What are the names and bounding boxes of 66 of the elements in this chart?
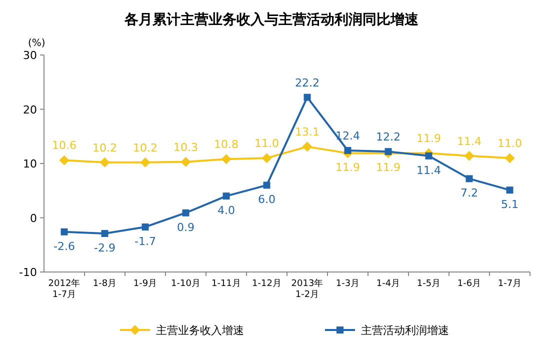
point — [101, 230, 108, 237]
chart-title: 各月累计主营业务收入与主营活动利润同比增速 — [124, 11, 420, 28]
data-label: 11.0 — [254, 137, 279, 150]
data-label: 5.1 — [501, 198, 518, 212]
x-tick-label: 2013年 1-2月 — [291, 278, 324, 300]
data-label: -2.9 — [94, 241, 116, 254]
data-label: 10.3 — [174, 140, 198, 154]
data-label: 11.9 — [416, 132, 441, 146]
y-tick-label: 10 — [23, 158, 37, 170]
point — [182, 209, 190, 216]
x-tick-label: 1-10月 — [171, 279, 200, 289]
data-label: 11.0 — [498, 137, 522, 150]
point — [384, 148, 392, 156]
data-label: 0.9 — [177, 220, 194, 234]
x-tick-label: 1-7月 — [498, 279, 522, 289]
data-label: 12.4 — [336, 129, 360, 142]
point — [263, 182, 270, 189]
point — [304, 94, 311, 101]
data-label: 11.9 — [336, 161, 360, 174]
data-label: 11.4 — [457, 134, 482, 148]
data-label: 10.8 — [214, 138, 238, 152]
x-tick-label: 2012年 1-7月 — [48, 278, 80, 300]
y-tick-label: 30 — [23, 49, 37, 62]
data-label: 13.1 — [295, 126, 320, 139]
point — [59, 155, 70, 166]
y-axis-title: (%) — [28, 38, 46, 49]
point — [140, 157, 150, 168]
data-label: -2.6 — [54, 240, 75, 253]
x-tick-label: 1-5月 — [416, 279, 441, 289]
legend-label: 主营业务收入增速 — [156, 324, 244, 337]
data-label: 12.2 — [376, 130, 400, 144]
x-tick-label: 1-6月 — [457, 279, 482, 289]
y-tick-label: -10 — [19, 266, 37, 279]
point — [425, 152, 432, 160]
data-label: 7.2 — [460, 186, 478, 200]
point — [466, 175, 473, 182]
data-label: 10.2 — [92, 141, 117, 154]
x-tick-label: 1-3月 — [336, 279, 360, 289]
data-label: -1.7 — [134, 234, 156, 248]
point — [221, 154, 232, 164]
x-tick-label: 1-12月 — [252, 279, 282, 289]
y-tick-label: 20 — [23, 103, 37, 116]
point — [262, 153, 272, 164]
point — [100, 157, 110, 168]
x-tick-label: 1-4月 — [376, 279, 400, 289]
data-label: 6.0 — [258, 193, 276, 206]
point — [222, 192, 230, 200]
point — [464, 150, 474, 161]
legend-label: 主营活动利润增速 — [361, 324, 449, 337]
data-label: 10.2 — [133, 141, 158, 154]
x-tick-label: 1-9月 — [133, 279, 158, 289]
point — [504, 153, 515, 164]
data-label: 11.9 — [376, 161, 400, 174]
x-tick-label: 1-8月 — [92, 279, 117, 289]
point — [302, 142, 312, 152]
point — [180, 156, 191, 167]
data-label: 10.6 — [52, 139, 76, 152]
point — [506, 186, 514, 194]
y-tick-label: 0 — [30, 212, 37, 225]
point — [142, 223, 149, 230]
data-label: 11.4 — [416, 164, 441, 177]
point — [344, 146, 352, 154]
point — [60, 228, 68, 236]
data-label: 4.0 — [218, 204, 235, 218]
data-label: 22.2 — [295, 76, 320, 90]
x-tick-label: 1-11月 — [212, 279, 241, 289]
